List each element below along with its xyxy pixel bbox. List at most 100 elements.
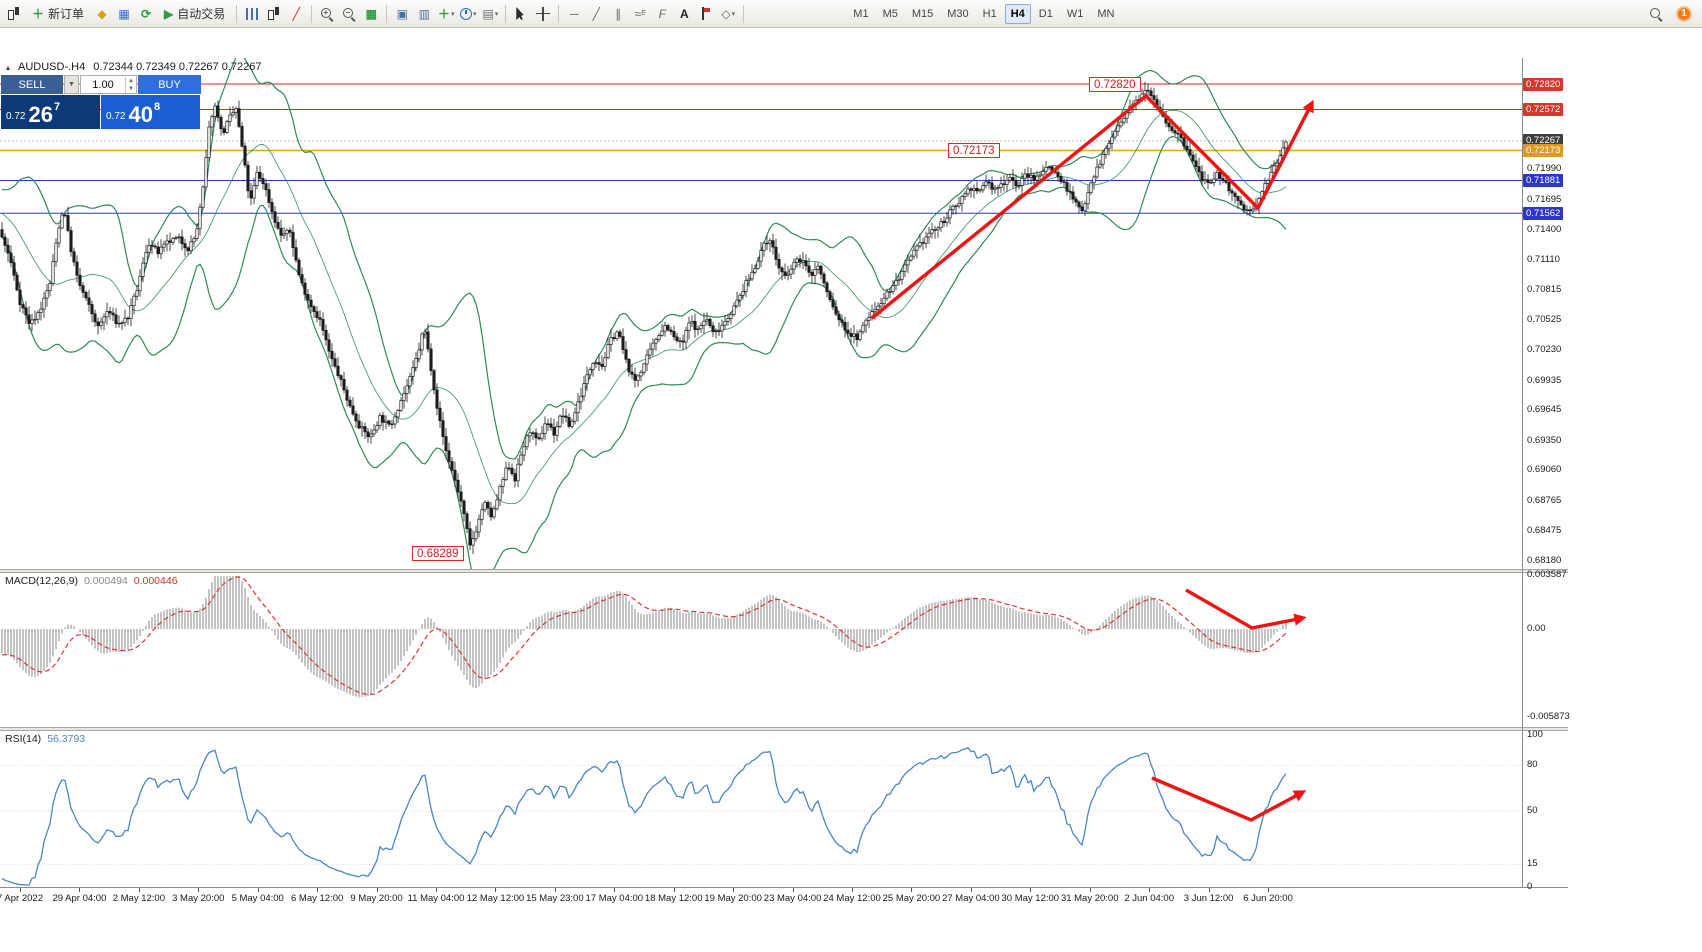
zoom-out-icon[interactable]: −: [339, 4, 359, 24]
time-axis-tick: [138, 888, 140, 892]
order-type-dropdown[interactable]: ▼: [64, 75, 79, 94]
elliott-wave-tool-icon[interactable]: ≈ E: [634, 6, 646, 21]
timeframe-m5-button[interactable]: M5: [882, 7, 898, 20]
new-order-button[interactable]: ＋ 新订单: [26, 3, 90, 25]
trendline-tool-icon[interactable]: ╱: [592, 6, 600, 21]
sell-price-big: 26: [28, 102, 53, 127]
rsi-indicator-label: RSI(14) 56.3793: [5, 733, 85, 745]
time-axis-label: 19 May 20:00: [704, 893, 762, 904]
price-annotation-mid[interactable]: 0.72173: [948, 143, 1000, 158]
rsi-axis-label: 0: [1527, 881, 1533, 892]
price-axis-label: 0.69645: [1527, 404, 1562, 416]
rsi-value: 56.3793: [47, 733, 86, 745]
market-watch-icon[interactable]: ◆: [97, 6, 107, 21]
time-axis-tick: [792, 888, 794, 892]
toolbar-separator: [743, 4, 745, 23]
timeframe-w1-button[interactable]: W1: [1066, 7, 1084, 20]
timeframe-m30-button[interactable]: M30: [947, 7, 969, 20]
search-icon[interactable]: [1646, 4, 1666, 24]
sell-price-button[interactable]: 0.72 26 7: [1, 95, 100, 129]
rsi-panel-canvas[interactable]: [0, 731, 1522, 887]
period-selector-icon[interactable]: ▾: [458, 4, 478, 24]
line-chart-type-icon[interactable]: ╱: [292, 6, 300, 21]
candlestick-chart-type-icon[interactable]: [264, 4, 284, 24]
time-axis-strip[interactable]: [0, 887, 1568, 909]
time-axis-label: 2 Jun 04:00: [1124, 893, 1174, 904]
templates-icon[interactable]: ▤ ▾: [482, 6, 499, 21]
time-axis-label: 31 May 20:00: [1060, 893, 1119, 904]
price-axis-label: 0.69060: [1527, 464, 1562, 476]
timeframe-h4-button[interactable]: H4: [1004, 3, 1031, 24]
price-axis-label: 0.68475: [1527, 524, 1562, 536]
new-chart-icon[interactable]: [4, 4, 24, 24]
zoom-in-icon[interactable]: +: [317, 4, 337, 24]
step-up-icon[interactable]: ▲: [128, 77, 134, 84]
collapse-panel-icon[interactable]: ▴: [6, 62, 11, 72]
macd-signal-value: 0.000446: [133, 575, 178, 587]
volume-input[interactable]: 1.00 ▲ ▼: [80, 75, 137, 94]
price-annotation-low[interactable]: 0.68289: [412, 546, 464, 561]
plus-glyph: ＋: [438, 7, 451, 21]
auto-trading-play-icon: ▶: [164, 6, 174, 21]
price-axis-label: 0.71695: [1527, 193, 1562, 205]
macd-panel-canvas[interactable]: [0, 573, 1522, 727]
magnifier-plus-glyph: +: [320, 7, 334, 21]
arrange-windows-icon[interactable]: ▥: [418, 6, 430, 21]
buy-button[interactable]: BUY: [138, 75, 201, 94]
time-axis-label: 25 May 20:00: [882, 893, 941, 904]
time-axis-tick: [20, 888, 21, 892]
time-axis-label: 7 Apr 2022: [0, 893, 43, 904]
panel-divider[interactable]: [0, 727, 1568, 731]
new-order-plus-icon: ＋: [32, 7, 45, 21]
buy-price-big: 40: [128, 102, 153, 127]
volume-stepper[interactable]: ▲ ▼: [125, 76, 136, 93]
trade-panel-price-row: 0.72 26 7 0.72 40 8: [1, 95, 201, 129]
time-axis-label: 15 May 23:00: [526, 893, 584, 904]
timeframe-mn-button[interactable]: MN: [1097, 7, 1115, 20]
magnifier-glyph: [1649, 7, 1663, 21]
cursor-tool-icon[interactable]: [511, 4, 531, 24]
time-axis-label: 27 May 04:00: [942, 893, 1000, 904]
volume-value: 1.00: [92, 78, 114, 91]
price-chart-canvas[interactable]: [0, 58, 1522, 569]
timeframe-m15-button[interactable]: M15: [911, 7, 934, 20]
fibonacci-tool-icon[interactable]: F: [652, 4, 672, 24]
price-axis-label: 0.70815: [1527, 284, 1562, 296]
time-axis-tick: [376, 888, 378, 892]
sell-price-small: 0.72: [6, 111, 26, 122]
buy-price-button[interactable]: 0.72 40 8: [101, 95, 200, 129]
step-down-icon[interactable]: ▼: [128, 85, 134, 92]
data-window-icon[interactable]: ▦: [118, 6, 130, 21]
time-axis-tick: [614, 888, 616, 892]
buy-price-small: 0.72: [106, 111, 126, 122]
chart-window: 0.71990 0.71695 0.71400 0.71110 0.70815 0.705…: [0, 29, 1702, 952]
rsi-name: RSI(14): [5, 733, 42, 745]
navigator-icon[interactable]: ⟳: [141, 6, 152, 21]
price-annotation-high[interactable]: 0.72820: [1089, 77, 1141, 92]
price-axis-border: [1522, 58, 1523, 909]
price-axis-label: 0.71990: [1527, 163, 1562, 175]
cascade-windows-icon[interactable]: ▣: [396, 6, 408, 21]
label-tool-icon[interactable]: [696, 4, 716, 24]
time-axis-tick: [495, 888, 497, 892]
bar-chart-type-icon[interactable]: [242, 4, 262, 24]
price-axis-label: 0.68765: [1527, 494, 1562, 506]
add-indicator-icon[interactable]: ＋ ▾: [436, 4, 456, 24]
tile-windows-icon[interactable]: ▦: [365, 6, 377, 21]
text-tool-icon[interactable]: A: [679, 6, 689, 21]
timeframe-m1-button[interactable]: M1: [853, 7, 869, 20]
sell-button[interactable]: SELL: [1, 75, 63, 94]
time-axis-tick: [198, 888, 200, 892]
crosshair-tool-icon[interactable]: [533, 4, 553, 24]
toolbar-separator: [311, 4, 313, 23]
auto-trading-button[interactable]: ▶ 自动交易: [158, 3, 231, 25]
price-axis-badge: 0.72572: [1523, 102, 1564, 116]
equidistant-channel-tool-icon[interactable]: ∥: [615, 6, 622, 21]
panel-divider[interactable]: [0, 569, 1568, 573]
notification-badge[interactable]: 1: [1676, 5, 1692, 22]
timeframe-h1-button[interactable]: H1: [982, 7, 997, 20]
time-axis-tick: [257, 888, 259, 892]
horizontal-line-tool-icon[interactable]: ─: [570, 6, 579, 21]
timeframe-d1-button[interactable]: D1: [1038, 7, 1053, 20]
shapes-tool-icon[interactable]: ◇ ▾: [721, 6, 736, 21]
